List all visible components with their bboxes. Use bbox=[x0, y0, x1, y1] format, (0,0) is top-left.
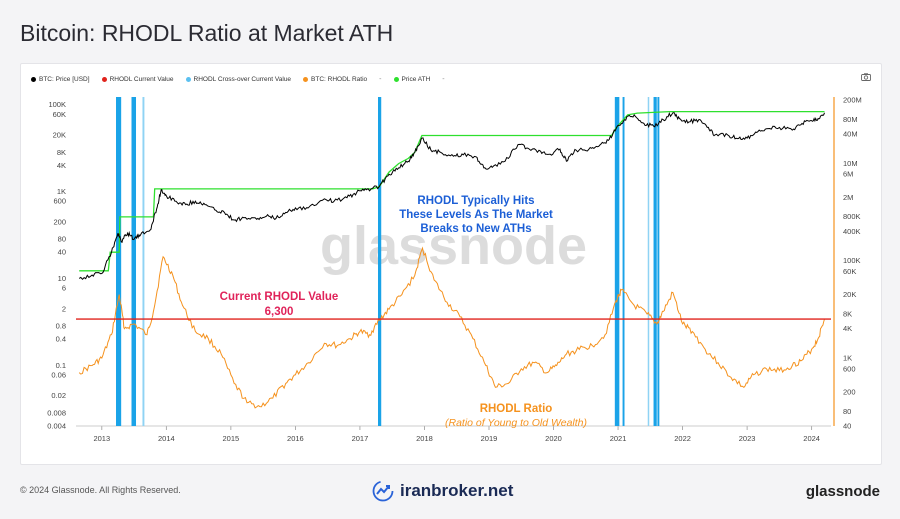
x-tick-label: 2014 bbox=[158, 434, 175, 443]
legend-swatch bbox=[393, 76, 399, 82]
rhodl-chart: glassnode100K60K20K8K4K1K600200804010620… bbox=[47, 95, 862, 443]
annotation-rhodl-hits: RHODL Typically Hits bbox=[417, 195, 534, 207]
legend-label: Price ATH bbox=[401, 75, 431, 83]
left-tick-label: 20K bbox=[53, 131, 66, 140]
legend-item[interactable]: RHODL Cross-over Current Value bbox=[185, 75, 292, 83]
legend-swatch bbox=[185, 76, 191, 82]
right-tick-label: 800K bbox=[843, 212, 861, 221]
right-tick-label: 200M bbox=[843, 95, 862, 104]
page-title: Bitcoin: RHODL Ratio at Market ATH bbox=[20, 20, 394, 46]
crossover-band bbox=[647, 97, 650, 426]
legend-item[interactable]: RHODL Current Value bbox=[101, 75, 174, 83]
right-tick-label: 400K bbox=[843, 227, 861, 236]
crossover-band bbox=[653, 97, 657, 426]
annotation-current-label: Current RHODL Value bbox=[220, 291, 339, 303]
crossover-band bbox=[622, 97, 625, 426]
left-tick-label: 0.004 bbox=[47, 422, 66, 431]
right-tick-label: 2M bbox=[843, 193, 853, 202]
x-tick-label: 2021 bbox=[610, 434, 627, 443]
crossover-band bbox=[614, 97, 620, 426]
right-tick-label: 80M bbox=[843, 115, 858, 124]
legend-label: - bbox=[379, 75, 382, 83]
right-tick-label: 8K bbox=[843, 310, 852, 319]
left-tick-label: 0.1 bbox=[56, 361, 66, 370]
left-tick-label: 1K bbox=[57, 187, 66, 196]
right-tick-label: 80 bbox=[843, 407, 851, 416]
legend-label: RHODL Cross-over Current Value bbox=[193, 75, 292, 83]
legend-label: RHODL Current Value bbox=[109, 75, 174, 83]
legend-swatch bbox=[303, 76, 309, 82]
left-tick-label: 10 bbox=[58, 274, 66, 283]
legend-item[interactable]: BTC: RHODL Ratio bbox=[303, 76, 367, 83]
x-tick-label: 2016 bbox=[287, 434, 304, 443]
left-tick-label: 8K bbox=[57, 148, 66, 157]
left-tick-label: 60K bbox=[53, 110, 66, 119]
x-tick-label: 2022 bbox=[674, 434, 691, 443]
legend-label: BTC: RHODL Ratio bbox=[311, 75, 368, 83]
x-tick-label: 2023 bbox=[739, 434, 756, 443]
x-tick-label: 2019 bbox=[481, 434, 498, 443]
x-tick-label: 2024 bbox=[803, 434, 820, 443]
x-tick-label: 2017 bbox=[352, 434, 369, 443]
x-tick-label: 2020 bbox=[545, 434, 562, 443]
right-tick-label: 200 bbox=[843, 387, 856, 396]
left-tick-label: 200 bbox=[53, 217, 66, 226]
left-tick-label: 0.06 bbox=[51, 370, 66, 379]
left-tick-label: 2 bbox=[62, 304, 66, 313]
chart-card: BTC: Price [USD] RHODL Current Value RHODL… bbox=[20, 63, 882, 465]
price-ath-line bbox=[79, 110, 825, 272]
copyright: © 2024 Glassnode. All Rights Reserved. bbox=[20, 485, 181, 495]
annotation-rhodl-title: RHODL Ratio bbox=[480, 403, 553, 415]
footer-site: iranbroker.net bbox=[372, 480, 513, 502]
left-tick-label: 0.8 bbox=[56, 322, 66, 331]
right-tick-label: 600 bbox=[843, 364, 856, 373]
right-tick-label: 1K bbox=[843, 353, 852, 362]
btc-price-line bbox=[78, 112, 825, 281]
right-tick-label: 40M bbox=[843, 129, 858, 138]
crossover-band bbox=[142, 97, 145, 426]
annotation-rhodl-hits: Breaks to New ATHs bbox=[420, 223, 531, 235]
legend-item[interactable]: BTC: Price [USD] bbox=[31, 76, 90, 83]
right-tick-label: 4K bbox=[843, 324, 852, 333]
x-tick-label: 2015 bbox=[223, 434, 240, 443]
left-tick-label: 0.4 bbox=[56, 335, 66, 344]
x-tick-label: 2018 bbox=[416, 434, 433, 443]
right-tick-label: 20K bbox=[843, 290, 856, 299]
left-tick-label: 0.008 bbox=[47, 408, 66, 417]
left-tick-label: 40 bbox=[58, 248, 66, 257]
crossover-band bbox=[131, 97, 137, 426]
legend-item[interactable]: - bbox=[379, 76, 381, 83]
legend-label: - bbox=[442, 75, 445, 83]
footer-site-text: iranbroker.net bbox=[400, 481, 514, 500]
brand-logo: glassnode bbox=[805, 483, 880, 500]
camera-icon[interactable] bbox=[861, 73, 871, 81]
left-tick-label: 4K bbox=[57, 161, 66, 170]
right-tick-label: 40 bbox=[843, 422, 851, 431]
right-tick-label: 6M bbox=[843, 170, 853, 179]
left-tick-label: 0.02 bbox=[51, 391, 66, 400]
watermark: glassnode bbox=[320, 216, 587, 276]
right-tick-label: 10M bbox=[843, 159, 858, 168]
x-tick-label: 2013 bbox=[93, 434, 110, 443]
crossover-band bbox=[657, 97, 660, 426]
legend-label: BTC: Price [USD] bbox=[39, 75, 90, 83]
left-tick-label: 100K bbox=[48, 100, 66, 109]
rhodl-ratio-line bbox=[78, 246, 825, 409]
annotation-rhodl-subtitle: (Ratio of Young to Old Wealth) bbox=[445, 417, 587, 429]
chart-trend-icon bbox=[372, 480, 394, 502]
legend-item[interactable]: Price ATH bbox=[393, 75, 431, 83]
legend-swatch bbox=[31, 76, 36, 82]
right-tick-label: 100K bbox=[843, 256, 861, 265]
annotation-rhodl-hits: These Levels As The Market bbox=[399, 209, 553, 221]
legend-swatch bbox=[101, 76, 107, 82]
crossover-band bbox=[116, 97, 122, 426]
left-tick-label: 6 bbox=[62, 284, 66, 293]
right-tick-label: 60K bbox=[843, 267, 856, 276]
annotation-current-value: 6,300 bbox=[265, 306, 294, 318]
legend-item[interactable]: - bbox=[442, 76, 444, 83]
chart-legend: BTC: Price [USD] RHODL Current Value RHODL… bbox=[31, 73, 445, 85]
left-tick-label: 600 bbox=[53, 197, 66, 206]
crossover-band bbox=[378, 97, 382, 426]
left-tick-label: 80 bbox=[58, 235, 66, 244]
